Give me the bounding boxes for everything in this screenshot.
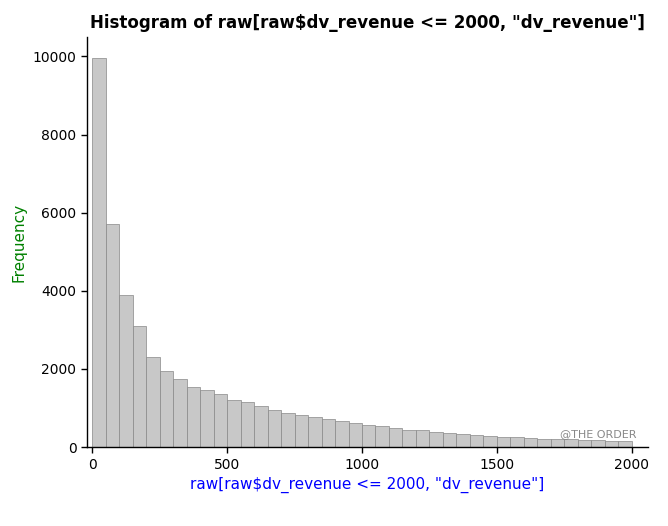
Bar: [308, 418, 321, 447]
X-axis label: raw[raw$dv_revenue <= 2000, "dv_revenue"]: raw[raw$dv_revenue <= 2000, "dv_revenue"…: [190, 477, 544, 493]
Bar: [497, 437, 510, 447]
Bar: [551, 439, 564, 447]
Bar: [484, 436, 497, 447]
Bar: [389, 428, 402, 447]
Bar: [146, 357, 160, 447]
Text: @THE ORDER: @THE ORDER: [560, 429, 637, 439]
Bar: [321, 419, 335, 447]
Bar: [173, 379, 186, 447]
Bar: [605, 441, 619, 447]
Bar: [295, 415, 308, 447]
Bar: [564, 439, 578, 447]
Bar: [537, 439, 551, 447]
Bar: [92, 58, 106, 447]
Bar: [578, 440, 591, 447]
Bar: [510, 437, 524, 447]
Bar: [416, 430, 430, 447]
Bar: [524, 438, 537, 447]
Bar: [443, 433, 456, 447]
Bar: [186, 387, 200, 447]
Bar: [335, 421, 349, 447]
Bar: [456, 434, 470, 447]
Bar: [591, 440, 605, 447]
Bar: [200, 390, 214, 447]
Bar: [281, 413, 295, 447]
Bar: [214, 394, 227, 447]
Bar: [240, 402, 254, 447]
Bar: [430, 432, 443, 447]
Y-axis label: Frequency: Frequency: [12, 203, 27, 281]
Title: Histogram of raw[raw$dv_revenue <= 2000, "dv_revenue"]: Histogram of raw[raw$dv_revenue <= 2000,…: [90, 15, 645, 33]
Bar: [106, 225, 119, 447]
Bar: [119, 295, 133, 447]
Bar: [160, 371, 173, 447]
Bar: [133, 326, 146, 447]
Bar: [619, 441, 632, 447]
Bar: [470, 435, 484, 447]
Bar: [375, 427, 389, 447]
Bar: [254, 406, 268, 447]
Bar: [268, 410, 281, 447]
Bar: [349, 423, 362, 447]
Bar: [362, 425, 375, 447]
Bar: [402, 430, 416, 447]
Bar: [227, 400, 240, 447]
